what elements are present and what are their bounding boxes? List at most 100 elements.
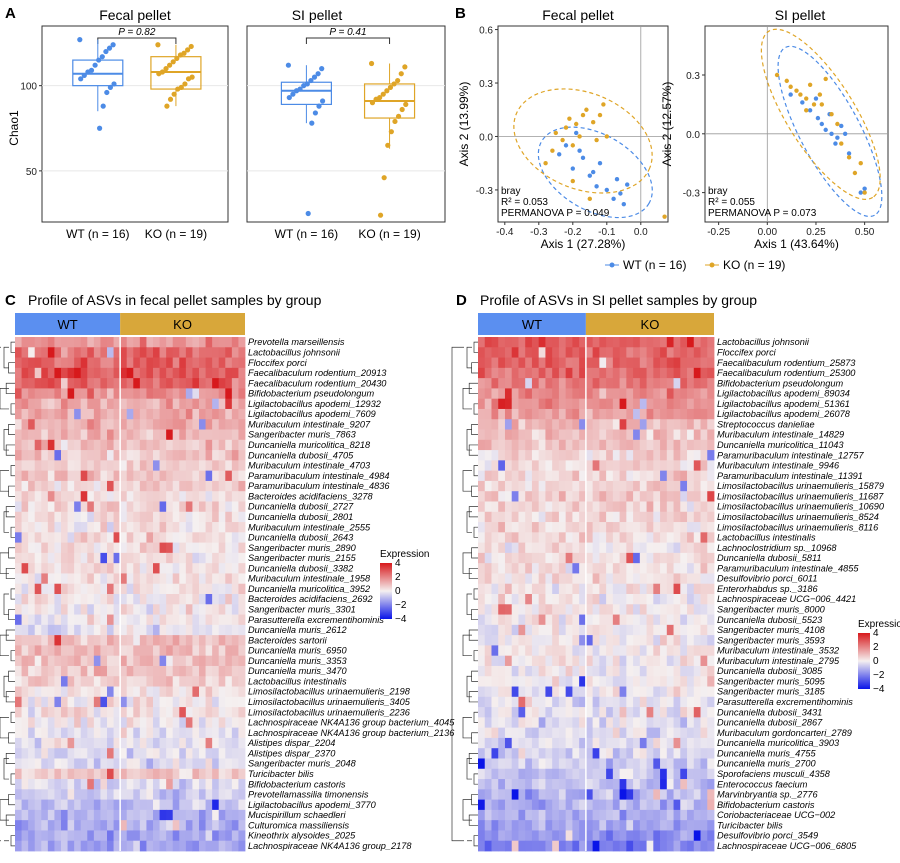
heatmap-cell bbox=[693, 501, 701, 513]
heatmap-cell bbox=[153, 388, 160, 400]
heatmap-cell bbox=[592, 820, 600, 831]
heatmap-cell bbox=[238, 522, 246, 533]
heatmap-cell bbox=[139, 573, 147, 585]
heatmap-cell bbox=[126, 357, 134, 369]
heatmap-cell bbox=[133, 779, 141, 790]
pcoa-point bbox=[584, 107, 589, 112]
x-category-label: KO (n = 19) bbox=[358, 227, 420, 241]
heatmap-cell bbox=[687, 532, 695, 543]
heatmap-cell bbox=[100, 686, 108, 698]
heatmap-cell bbox=[606, 511, 614, 523]
heatmap-cell bbox=[41, 511, 49, 523]
heatmap-cell bbox=[619, 378, 627, 389]
heatmap-cell bbox=[579, 378, 587, 389]
heatmap-cell bbox=[626, 696, 634, 708]
heatmap-cell bbox=[518, 378, 526, 389]
heatmap-cell bbox=[146, 809, 154, 821]
pcoa-point bbox=[567, 116, 572, 121]
heatmap-cell bbox=[687, 820, 695, 831]
heatmap-cell bbox=[525, 532, 533, 543]
heatmap-cell bbox=[687, 419, 695, 430]
heatmap-cell bbox=[592, 419, 600, 430]
row-label: Duncaniella muris_3353 bbox=[248, 656, 347, 666]
heatmap-cell bbox=[673, 542, 681, 554]
heatmap-cell bbox=[687, 552, 695, 564]
data-point bbox=[103, 48, 109, 55]
heatmap-cell bbox=[565, 419, 573, 430]
heatmap-cell bbox=[172, 789, 180, 800]
heatmap-cell bbox=[126, 594, 134, 605]
heatmap-cell bbox=[179, 450, 187, 461]
heatmap-cell bbox=[93, 347, 101, 358]
heatmap-cell bbox=[606, 686, 614, 698]
heatmap-cell bbox=[120, 357, 128, 369]
heatmap-cell bbox=[504, 830, 513, 842]
heatmap-cell bbox=[538, 820, 546, 831]
heatmap-cell bbox=[172, 470, 180, 482]
heatmap-cell bbox=[120, 337, 128, 348]
heatmap-cell bbox=[498, 347, 506, 358]
heatmap-cell bbox=[113, 768, 121, 780]
row-label: Duncaniella dubosii_2727 bbox=[248, 502, 354, 512]
heatmap-cell bbox=[231, 501, 239, 513]
heatmap-cell bbox=[579, 635, 587, 646]
heatmap-cell bbox=[633, 707, 641, 718]
heatmap-cell bbox=[558, 347, 567, 358]
heatmap-cell bbox=[619, 624, 627, 636]
heatmap-cell bbox=[192, 789, 200, 800]
heatmap-cell bbox=[120, 563, 128, 574]
heatmap-cell bbox=[673, 727, 681, 739]
heatmap-cell bbox=[552, 604, 560, 615]
heatmap-cell bbox=[538, 378, 546, 389]
heatmap-cell bbox=[54, 799, 62, 811]
heatmap-cell bbox=[28, 398, 36, 410]
heatmap-cell bbox=[74, 378, 82, 389]
heatmap-cell bbox=[21, 809, 29, 821]
heatmap-cell bbox=[185, 707, 193, 718]
data-point bbox=[385, 142, 391, 148]
heatmap-cell bbox=[531, 830, 540, 842]
heatmap-cell bbox=[159, 768, 167, 780]
heatmap-cell bbox=[185, 357, 193, 369]
data-point bbox=[308, 77, 314, 84]
heatmap-cell bbox=[572, 357, 580, 369]
heatmap-cell bbox=[585, 748, 594, 759]
panel-a-label: A bbox=[5, 5, 16, 22]
heatmap-cell bbox=[28, 480, 36, 492]
data-point bbox=[164, 103, 170, 109]
heatmap-cell bbox=[133, 696, 141, 708]
group-header-ko bbox=[120, 313, 245, 335]
heatmap-cell bbox=[47, 768, 55, 780]
heatmap-cell bbox=[504, 583, 513, 595]
heatmap-cell bbox=[579, 614, 587, 626]
heatmap-cell bbox=[693, 727, 701, 739]
heatmap-cell bbox=[565, 737, 573, 749]
heatmap-cell bbox=[484, 563, 492, 574]
heatmap-cell bbox=[133, 737, 141, 749]
heatmap-cell bbox=[504, 480, 513, 492]
heatmap-cell bbox=[93, 635, 101, 646]
heatmap-cell bbox=[646, 398, 654, 410]
heatmap-cell bbox=[47, 789, 55, 800]
heatmap-cell bbox=[572, 439, 580, 451]
confidence-ellipse bbox=[513, 88, 653, 194]
heatmap-cell bbox=[484, 737, 492, 749]
heatmap-cell bbox=[126, 614, 134, 626]
heatmap-cell bbox=[599, 789, 607, 800]
heatmap-cell bbox=[139, 665, 147, 677]
heatmap-cell bbox=[185, 604, 193, 615]
heatmap-cell bbox=[133, 367, 141, 379]
heatmap-cell bbox=[199, 511, 206, 523]
heatmap-cell bbox=[626, 594, 634, 605]
heatmap-cell bbox=[531, 347, 540, 358]
heatmap-cell bbox=[639, 388, 647, 400]
heatmap-cell bbox=[205, 594, 213, 605]
heatmap-cell bbox=[218, 439, 226, 451]
heatmap-cell bbox=[139, 809, 147, 821]
heatmap-cell bbox=[666, 542, 674, 554]
heatmap-cell bbox=[585, 480, 594, 492]
heatmap-cell bbox=[107, 594, 114, 605]
heatmap-cell bbox=[126, 429, 134, 441]
heatmap-cell bbox=[511, 604, 519, 615]
heatmap-cell bbox=[687, 429, 695, 441]
